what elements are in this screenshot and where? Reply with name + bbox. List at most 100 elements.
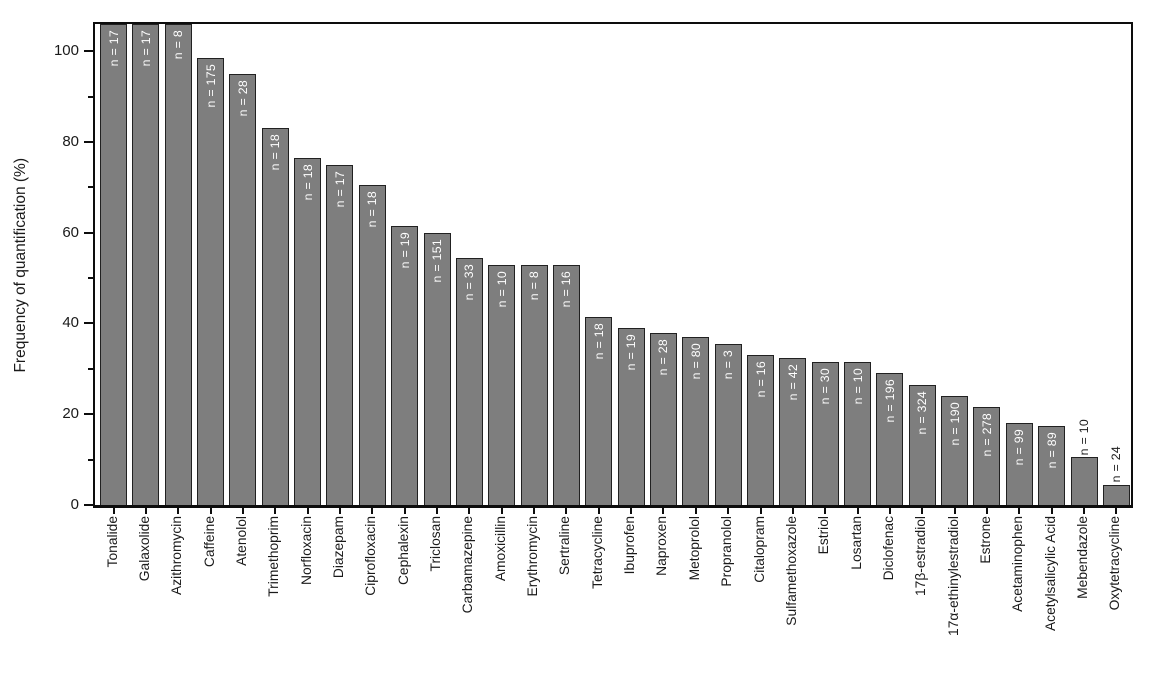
bar-n-label: n = 19: [397, 231, 412, 269]
bar-n-label: n = 17: [332, 170, 347, 208]
x-axis-tick: [856, 508, 859, 514]
x-axis-tick: [1050, 508, 1053, 514]
bar-azithromycin: n = 8: [164, 24, 192, 505]
bar-n-label: n = 190: [947, 402, 962, 446]
bar-n-label: n = 8: [527, 270, 542, 300]
bar-n-label: n = 18: [268, 134, 283, 171]
x-axis-tick: [1083, 508, 1085, 514]
x-axis-label-tonalide: Tonalide: [104, 516, 120, 568]
y-axis-major-tick: [84, 231, 93, 234]
bar-propranolol: n = 3: [714, 343, 742, 505]
x-axis-label-17-ethinylestradiol: 17α-ethinylestradiol: [945, 516, 961, 636]
bar-n-label: n = 324: [915, 390, 930, 435]
y-axis-major-tick: [84, 413, 93, 416]
bar-acetaminophen: n = 99: [1005, 423, 1033, 505]
y-axis-major-tick: [84, 140, 93, 143]
bar-erythromycin: n = 8: [520, 264, 548, 505]
bar-diclofenac: n = 196: [876, 373, 904, 505]
bar-n-label: n = 10: [1077, 419, 1091, 456]
x-axis-label-ibuprofen: Ibuprofen: [622, 516, 638, 575]
bar-n-label: n = 33: [462, 263, 477, 301]
bar-trimethoprim: n = 18: [261, 128, 289, 505]
x-axis-label-tetracycline: Tetracycline: [589, 516, 605, 589]
x-axis-label-metoprolol: Metoprolol: [686, 516, 702, 581]
x-axis-label-norfloxacin: Norfloxacin: [298, 516, 314, 586]
bar-n-label: n = 28: [235, 79, 250, 117]
x-axis-tick: [597, 508, 600, 514]
x-axis-label-ciprofloxacin: Ciprofloxacin: [363, 516, 379, 596]
x-axis-tick: [888, 508, 891, 514]
bar-17-ethinylestradiol: n = 190: [941, 396, 969, 505]
x-axis-tick: [1018, 508, 1021, 514]
x-axis-tick: [727, 508, 730, 514]
x-axis-label-carbamazepine: Carbamazepine: [460, 516, 476, 614]
bar-n-label: n = 196: [882, 379, 897, 423]
x-axis-tick: [824, 508, 827, 514]
y-axis-minor-tick: [88, 367, 93, 370]
x-axis-label-oxytetracycline: Oxytetracycline: [1107, 516, 1123, 611]
x-axis-label-acetaminophen: Acetaminophen: [1010, 516, 1026, 612]
x-axis-tick: [112, 508, 115, 514]
y-axis-tick-label: 100: [53, 42, 79, 60]
x-axis-label-atenolol: Atenolol: [233, 516, 249, 566]
x-axis-label-caffeine: Caffeine: [201, 516, 217, 568]
bar-n-label: n = 18: [591, 322, 606, 360]
x-axis-tick: [759, 508, 762, 514]
y-axis-minor-tick: [88, 458, 93, 461]
y-axis-major-tick: [84, 504, 93, 506]
x-axis-tick: [306, 508, 309, 514]
bar-metoprolol: n = 80: [682, 337, 710, 505]
y-axis-tick-label: 0: [70, 496, 79, 513]
y-axis-title-wrap: Frequency of quantification (%): [0, 22, 42, 508]
y-axis-minor-tick: [88, 277, 93, 280]
x-axis-label-azithromycin: Azithromycin: [169, 516, 185, 595]
bar-n-label: n = 8: [171, 30, 186, 60]
bar-n-label: n = 175: [203, 64, 218, 108]
x-axis-tick: [144, 508, 147, 514]
plot-area: n = 17 n = 17 n = 8 n = 175 n = 28 n = 18 n = …: [93, 22, 1133, 508]
x-axis-tick: [791, 508, 794, 514]
x-axis-tick: [338, 508, 341, 514]
bar-n-label: n = 17: [106, 30, 121, 67]
bar-n-label: n = 24: [1109, 446, 1124, 483]
x-axis-tick: [274, 508, 277, 514]
bar-n-label: n = 28: [656, 338, 671, 375]
bar-ciprofloxacin: n = 18: [358, 185, 386, 505]
x-axis-label-diclofenac: Diclofenac: [880, 516, 896, 581]
bar-n-label: n = 99: [1012, 429, 1027, 466]
x-axis-tick: [177, 508, 180, 514]
y-axis-tick-label: 60: [62, 223, 79, 241]
bar-norfloxacin: n = 18: [294, 157, 322, 505]
x-axis-tick: [371, 508, 374, 514]
bar-naproxen: n = 28: [649, 332, 677, 505]
bar-cephalexin: n = 19: [391, 225, 419, 505]
bar-n-label: n = 17: [138, 30, 153, 67]
bar-n-label: n = 16: [559, 270, 574, 307]
bar-n-label: n = 16: [753, 361, 768, 398]
x-axis-label-17-estradiol: 17β-estradiol: [913, 516, 929, 597]
x-axis-tick: [953, 508, 956, 514]
x-axis-tick: [630, 508, 633, 514]
bar-n-label: n = 30: [818, 368, 833, 405]
bar-n-label: n = 278: [979, 413, 994, 457]
bar-amoxicillin: n = 10: [488, 264, 516, 505]
x-axis-label-sulfamethoxazole: Sulfamethoxazole: [783, 516, 799, 626]
y-axis-minor-tick: [88, 95, 93, 98]
bar-triclosan: n = 151: [423, 232, 451, 505]
x-axis-tick: [241, 508, 244, 514]
bar-atenolol: n = 28: [229, 73, 257, 505]
x-axis-label-acetylsalicylic-acid: Acetylsalicylic Acid: [1042, 516, 1058, 632]
bar-citalopram: n = 16: [747, 355, 774, 505]
y-axis-title: Frequency of quantification (%): [12, 157, 29, 373]
bar-estrone: n = 278: [973, 407, 1001, 505]
bar-galaxolide: n = 17: [132, 24, 160, 505]
x-axis-label-mebendazole: Mebendazole: [1075, 516, 1090, 599]
bar-ibuprofen: n = 19: [617, 328, 645, 505]
bar-estriol: n = 30: [811, 362, 839, 505]
y-axis-tick-label: 20: [62, 405, 79, 423]
x-axis-tick: [985, 508, 988, 514]
bar-losartan: n = 10: [844, 362, 872, 505]
x-axis-tick: [1115, 508, 1118, 514]
bar-n-label: n = 89: [1044, 431, 1059, 468]
